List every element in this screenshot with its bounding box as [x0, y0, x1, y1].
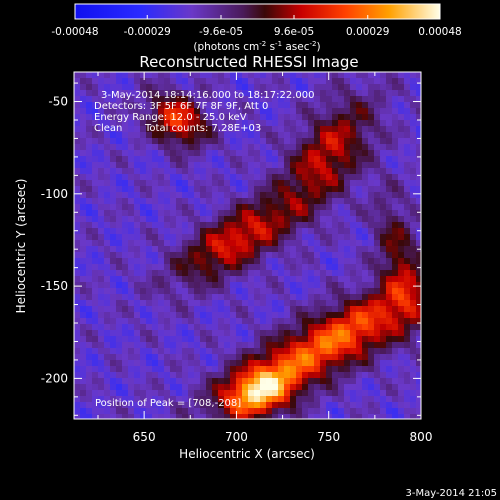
colorbar-tick-label: -9.6e-05	[199, 26, 243, 38]
y-axis-label: Heliocentric Y (arcsec)	[14, 179, 28, 314]
annotation-energy: Energy Range: 12.0 - 25.0 keV	[94, 112, 247, 123]
colorbar-tick-label: -0.00029	[124, 26, 171, 38]
colorbar-tick-label: 0.00029	[346, 26, 389, 38]
x-tick-label: 650	[133, 430, 156, 444]
plot-frame	[73, 71, 422, 420]
annotation-method: Clean	[94, 123, 122, 134]
colorbar	[74, 3, 441, 20]
colorbar-tick-label: 9.6e-05	[274, 26, 314, 38]
chart-title: Reconstructed RHESSI Image	[139, 53, 358, 71]
x-tick-label: 700	[225, 430, 248, 444]
annotation-peak: Position of Peak = [708,-208]	[95, 398, 241, 409]
annotation-time-range: 3-May-2014 18:14:16.000 to 18:17:22.000	[101, 90, 314, 101]
colorbar-tick-label: 0.00048	[418, 26, 461, 38]
footer-timestamp: 3-May-2014 21:05	[405, 488, 497, 499]
y-tick-label: -100	[41, 187, 68, 201]
y-tick-label: -50	[48, 95, 68, 109]
y-tick-label: -200	[41, 371, 68, 385]
annotation-counts: Total counts: 7.28E+03	[144, 123, 261, 134]
colorbar-ticks: -0.00048 -0.00029 -9.6e-05 9.6e-05 0.00029 0.…	[51, 15, 462, 38]
axis-ticks: 650 700 750 800 -50 -100 -150 -200	[41, 72, 433, 444]
x-tick-label: 800	[410, 430, 433, 444]
colorbar-units-label: (photons cm-2 s-1 asec-2)	[193, 40, 320, 53]
annotation-detectors: Detectors: 3F 5F 6F 7F 8F 9F, Att 0	[94, 101, 268, 112]
heatmap-image	[74, 72, 421, 419]
x-tick-label: 750	[317, 430, 340, 444]
x-axis-label: Heliocentric X (arcsec)	[179, 447, 315, 461]
colorbar-tick-label: -0.00048	[51, 26, 98, 38]
y-tick-label: -150	[41, 279, 68, 293]
